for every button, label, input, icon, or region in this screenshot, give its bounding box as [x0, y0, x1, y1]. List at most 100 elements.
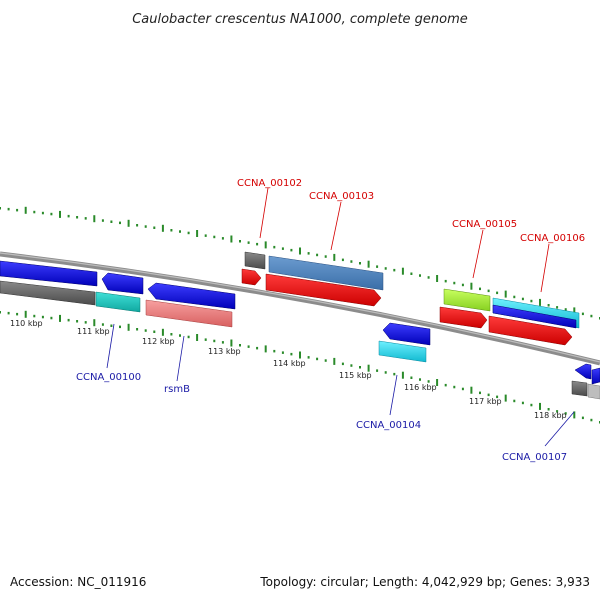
- gc-mark: [444, 279, 447, 283]
- gc-mark: [84, 217, 87, 220]
- gene-label-ccna-00107[interactable]: CCNA_00107: [502, 452, 567, 463]
- gc-mark: [316, 357, 319, 361]
- gc-mark: [350, 364, 353, 367]
- gc-mark: [350, 260, 353, 263]
- gc-mark: [50, 316, 53, 320]
- gc-mark: [307, 252, 310, 255]
- gc-mark: [410, 272, 413, 275]
- gc-mark: [401, 267, 404, 275]
- gc-mark: [119, 221, 121, 225]
- gene-feature[interactable]: [244, 251, 266, 270]
- gc-mark: [187, 335, 190, 339]
- gene-feature[interactable]: [0, 260, 98, 287]
- gc-mark: [256, 242, 259, 246]
- gene-feature-ccna-00105[interactable]: [439, 306, 488, 329]
- gc-mark: [564, 308, 567, 311]
- gc-mark: [179, 230, 181, 233]
- gc-mark: [204, 234, 207, 237]
- gene-label-rsmb[interactable]: rsmB: [164, 384, 190, 395]
- gene-label-ccna-00100[interactable]: CCNA_00100: [76, 372, 141, 383]
- gene-feature[interactable]: [382, 322, 431, 346]
- gc-mark: [144, 329, 147, 332]
- gene-label-ccna-00104[interactable]: CCNA_00104: [356, 420, 421, 431]
- gc-mark: [410, 376, 413, 379]
- gene-feature[interactable]: [0, 280, 96, 306]
- gc-mark: [547, 304, 550, 307]
- gc-mark: [136, 224, 139, 227]
- gc-mark: [316, 253, 319, 257]
- gc-mark: [161, 224, 164, 232]
- gc-mark: [101, 219, 104, 222]
- gc-mark: [401, 371, 404, 379]
- gene-label-ccna-00106[interactable]: CCNA_00106: [520, 233, 585, 244]
- gc-mark: [419, 274, 421, 277]
- gc-mark: [333, 253, 336, 261]
- gc-mark: [419, 378, 421, 381]
- gc-mark: [247, 345, 250, 348]
- gene-feature-ccna-00106-track[interactable]: [492, 297, 580, 329]
- gc-mark: [247, 241, 250, 244]
- gc-mark: [444, 383, 447, 387]
- gc-mark: [153, 226, 156, 229]
- gc-mark: [581, 416, 584, 420]
- forward-gene-labels: CCNA_00102 CCNA_00103 CCNA_00105 CCNA_00…: [237, 178, 585, 293]
- gc-mark: [384, 267, 387, 270]
- gene-label-ccna-00102[interactable]: CCNA_00102: [237, 178, 302, 189]
- gc-mark: [547, 408, 550, 411]
- gc-mark: [564, 412, 567, 415]
- gc-mark: [453, 281, 456, 285]
- gene-feature-ccna-00107[interactable]: [571, 380, 600, 400]
- gc-mark: [0, 207, 1, 210]
- gc-mark: [556, 410, 559, 413]
- gc-mark: [539, 298, 541, 306]
- gene-feature[interactable]: [101, 272, 144, 295]
- gc-mark: [7, 311, 10, 315]
- gc-mark: [59, 314, 61, 322]
- tick-label: 117 kbp: [469, 397, 502, 406]
- gene-feature-ccna-00105-track[interactable]: [443, 288, 491, 312]
- gc-mark: [50, 212, 53, 216]
- gc-mark: [273, 349, 276, 353]
- gene-feature-ccna-00103-track[interactable]: [268, 255, 384, 291]
- gc-mark: [530, 403, 533, 407]
- gc-mark: [67, 214, 70, 218]
- gc-mark: [179, 334, 181, 337]
- map-title: Caulobacter crescentus NA1000, complete …: [132, 12, 468, 27]
- gc-mark: [196, 230, 199, 237]
- gc-mark: [264, 241, 267, 249]
- gc-mark: [264, 345, 267, 353]
- gene-label-ccna-00105[interactable]: CCNA_00105: [452, 219, 517, 230]
- gc-mark: [376, 369, 379, 372]
- tick-label: 118 kbp: [534, 411, 567, 420]
- gc-mark: [93, 215, 96, 223]
- gene-feature-rsmb[interactable]: [145, 299, 233, 328]
- gc-mark: [239, 240, 241, 243]
- gc-mark: [24, 206, 27, 214]
- gc-mark: [76, 216, 79, 219]
- tick-label: 115 kbp: [339, 371, 372, 380]
- gene-feature-ccna-00100[interactable]: [95, 291, 141, 313]
- gene-feature-ccna-00103[interactable]: [265, 273, 382, 307]
- gc-mark: [239, 344, 241, 347]
- gene-feature-ccna-00104[interactable]: [378, 340, 427, 363]
- gc-mark: [436, 275, 439, 282]
- gene-feature-ccna-00102[interactable]: [241, 268, 262, 286]
- gc-mark: [144, 225, 147, 228]
- gc-mark: [153, 330, 156, 333]
- gc-mark: [590, 418, 593, 422]
- tick-label: 116 kbp: [404, 383, 437, 392]
- gc-mark: [213, 235, 216, 239]
- gc-mark: [299, 247, 301, 255]
- gc-mark: [496, 291, 499, 295]
- gene-feature[interactable]: [574, 363, 600, 385]
- gene-feature[interactable]: [147, 282, 236, 310]
- gc-mark: [581, 312, 584, 316]
- gene-label-ccna-00103[interactable]: CCNA_00103: [309, 191, 374, 202]
- gc-mark: [427, 380, 430, 383]
- gc-mark: [573, 411, 576, 419]
- gene-feature-ccna-00106[interactable]: [488, 315, 573, 346]
- gc-mark: [187, 231, 190, 235]
- gc-mark: [161, 328, 164, 336]
- gc-mark: [136, 328, 139, 331]
